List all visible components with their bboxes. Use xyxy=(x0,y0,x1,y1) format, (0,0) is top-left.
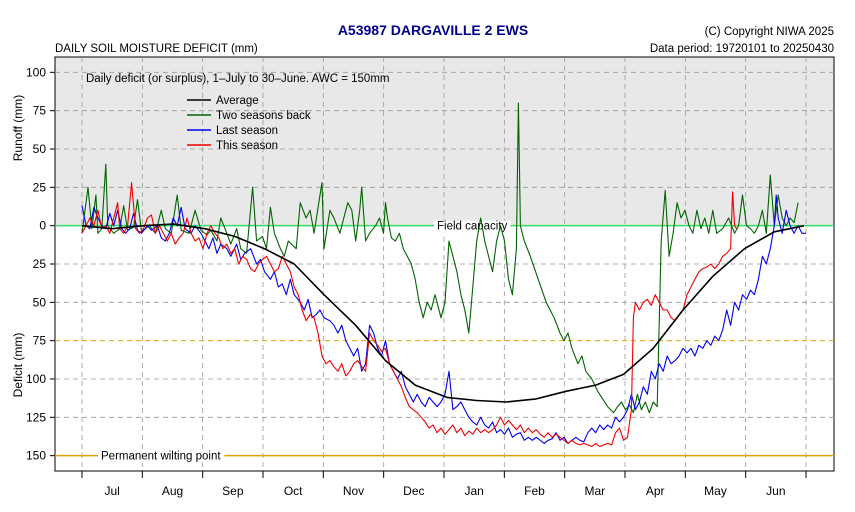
x-tick-label-nov: Nov xyxy=(343,484,364,498)
field-capacity-label-bg xyxy=(434,220,511,233)
chart-subtitle: DAILY SOIL MOISTURE DEFICIT (mm) xyxy=(55,43,258,55)
y-tick-label: 100 xyxy=(26,65,46,79)
x-tick-label-may: May xyxy=(704,484,727,498)
x-tick-label-jun: Jun xyxy=(766,484,785,498)
y-tick-label: 0 xyxy=(39,219,46,233)
wilting-point-label-bg xyxy=(98,450,225,463)
y-tick-label: 150 xyxy=(26,449,46,463)
y-tick-label: 100 xyxy=(26,372,46,386)
x-tick-label-sep: Sep xyxy=(222,484,244,498)
x-tick-label-mar: Mar xyxy=(584,484,605,498)
field-capacity-label: Field capacity xyxy=(437,221,508,233)
legend-label-last-season: Last season xyxy=(216,125,278,137)
series-line-last-season xyxy=(81,194,806,444)
copyright-text: (C) Copyright NIWA 2025 xyxy=(705,26,834,38)
data-period-text: Data period: 19720101 to 20250430 xyxy=(650,43,834,55)
series-line-average xyxy=(81,223,805,403)
y-tick-label: 50 xyxy=(33,142,47,156)
reference-lines: Field capacity Permanent wilting point xyxy=(55,220,834,463)
x-tick-label-jul: Jul xyxy=(104,484,119,498)
series-layer xyxy=(81,102,806,448)
x-tick-label-dec: Dec xyxy=(403,484,424,498)
x-tick-label-feb: Feb xyxy=(524,484,545,498)
axes: 100 75 50 25 0 25 50 75 100 125 150 Jul Aug Sep Oct Nov… xyxy=(26,65,807,498)
y-label-deficit: Deficit (mm) xyxy=(11,333,25,398)
legend-label-this-season: This season xyxy=(216,140,278,152)
y-tick-label: 75 xyxy=(33,104,47,118)
legend-label-two-seasons-back: Two seasons back xyxy=(216,110,311,122)
chart-description: Daily deficit (or surplus), 1–July to 30… xyxy=(86,73,390,85)
x-tick-label-jan: Jan xyxy=(464,484,483,498)
x-tick-label-aug: Aug xyxy=(162,484,183,498)
y-tick-label: 75 xyxy=(33,334,47,348)
wilting-point-label: Permanent wilting point xyxy=(101,451,221,463)
legend-label-average: Average xyxy=(216,95,259,107)
series-line-this-season xyxy=(81,182,738,448)
y-label-runoff: Runoff (mm) xyxy=(11,95,25,161)
legend: Average Two seasons back Last season This s… xyxy=(187,95,311,152)
x-tick-label-apr: Apr xyxy=(646,484,665,498)
x-tick-label-oct: Oct xyxy=(284,484,303,498)
runoff-region xyxy=(55,57,834,226)
y-tick-label: 25 xyxy=(33,257,47,271)
y-tick-label: 125 xyxy=(26,410,46,424)
chart-title: A53987 DARGAVILLE 2 EWS xyxy=(338,22,528,38)
y-tick-label: 50 xyxy=(33,295,47,309)
y-tick-label: 25 xyxy=(33,180,47,194)
